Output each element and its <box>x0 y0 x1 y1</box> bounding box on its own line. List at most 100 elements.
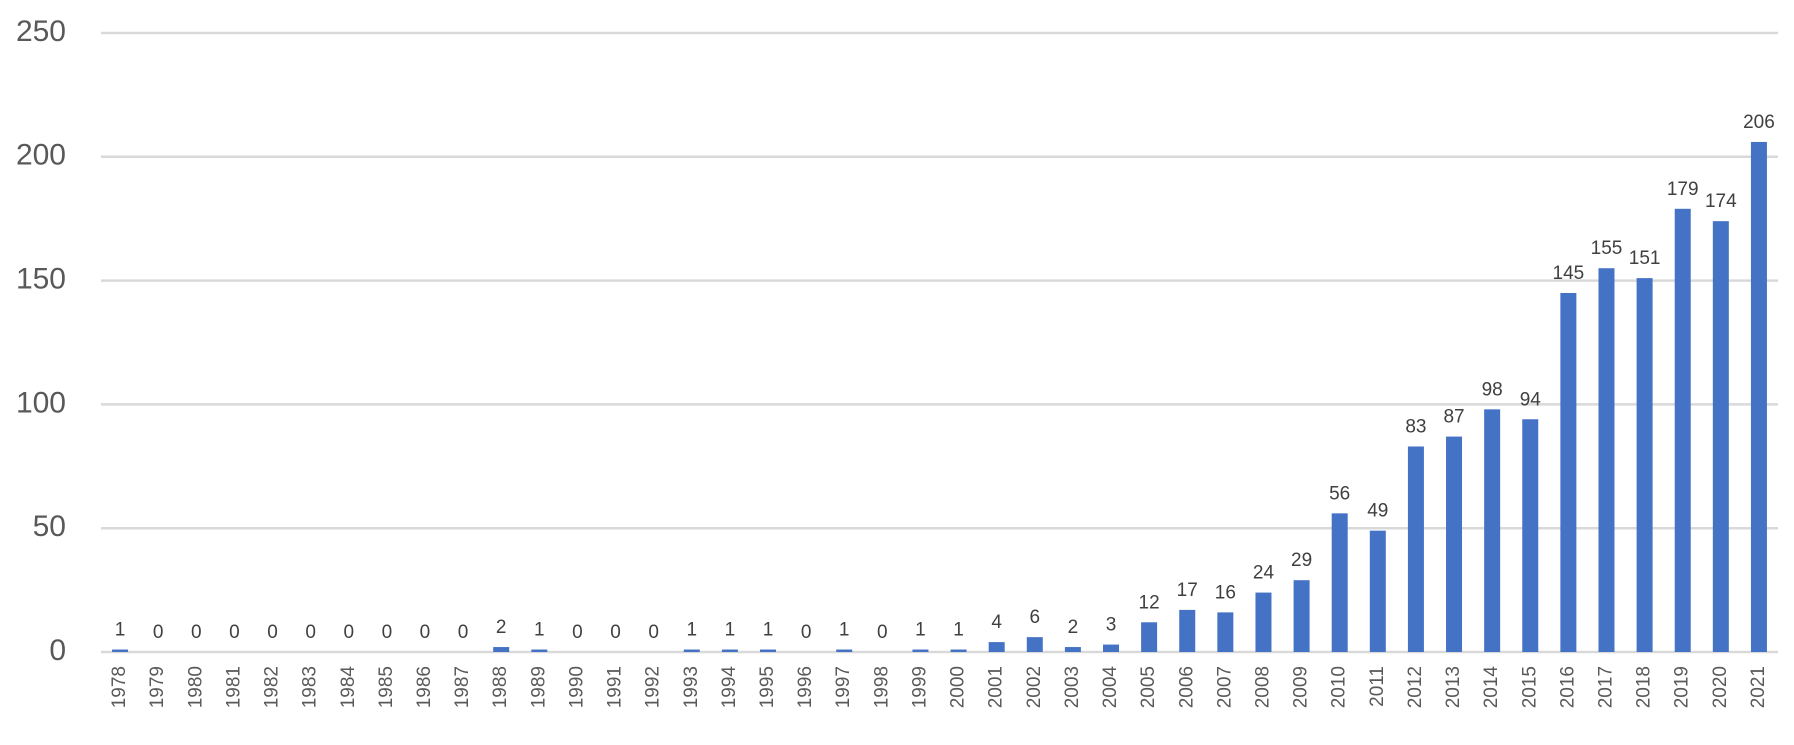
bar <box>1369 530 1386 652</box>
data-label: 1 <box>839 620 850 641</box>
data-label: 179 <box>1667 179 1699 200</box>
x-tick-label: 1981 <box>223 666 244 708</box>
data-label: 0 <box>877 622 888 643</box>
data-label: 83 <box>1405 416 1426 437</box>
x-tick-label: 2005 <box>1138 666 1159 708</box>
x-tick-label: 2020 <box>1710 666 1731 708</box>
bar <box>1636 278 1653 652</box>
bar <box>1217 612 1234 652</box>
bar <box>1484 409 1501 652</box>
data-label: 174 <box>1705 191 1737 212</box>
x-tick-label: 2017 <box>1596 666 1617 708</box>
data-label: 0 <box>610 622 621 643</box>
data-label: 56 <box>1329 483 1350 504</box>
bar <box>759 649 776 652</box>
x-tick-label: 2016 <box>1557 666 1578 708</box>
bar <box>1522 419 1539 652</box>
x-tick-label: 2012 <box>1405 666 1426 708</box>
y-tick-label: 50 <box>33 510 66 543</box>
data-label: 1 <box>115 620 126 641</box>
x-tick-label: 2003 <box>1062 666 1083 708</box>
bar <box>1064 647 1081 652</box>
x-tick-label: 2000 <box>948 666 969 708</box>
bar <box>1407 446 1424 652</box>
x-tick-label: 2019 <box>1672 666 1693 708</box>
x-tick-label: 2021 <box>1748 666 1769 708</box>
data-label: 4 <box>991 612 1002 633</box>
x-tick-label: 1986 <box>414 666 435 708</box>
data-label: 155 <box>1591 238 1623 259</box>
data-label: 1 <box>686 620 697 641</box>
bar <box>493 647 510 652</box>
bar <box>1293 580 1310 652</box>
bar <box>1674 208 1691 652</box>
x-tick-label: 1982 <box>262 666 283 708</box>
bar <box>112 649 129 652</box>
data-label: 0 <box>229 622 240 643</box>
bar <box>1026 637 1043 652</box>
data-label: 16 <box>1215 582 1236 603</box>
x-tick-label: 1983 <box>300 666 321 708</box>
bar <box>950 649 967 652</box>
x-tick-label: 1991 <box>605 666 626 708</box>
bar <box>1750 141 1767 652</box>
x-tick-label: 2001 <box>986 666 1007 708</box>
data-label: 24 <box>1253 563 1275 584</box>
y-tick-label: 250 <box>16 15 66 48</box>
x-tick-label: 1980 <box>185 666 206 708</box>
x-tick-label: 1985 <box>376 666 397 708</box>
bar <box>1560 292 1577 652</box>
x-tick-label: 2014 <box>1481 666 1502 709</box>
data-label: 1 <box>953 620 964 641</box>
x-tick-label: 2013 <box>1443 666 1464 708</box>
data-label: 0 <box>420 622 431 643</box>
bar <box>531 649 548 652</box>
data-label: 6 <box>1029 607 1040 628</box>
x-tick-label: 1998 <box>871 666 892 708</box>
data-label: 0 <box>343 622 354 643</box>
data-label: 1 <box>915 620 926 641</box>
data-label: 0 <box>382 622 393 643</box>
data-label: 98 <box>1482 379 1503 400</box>
data-label: 94 <box>1520 389 1542 410</box>
bar <box>721 649 738 652</box>
x-tick-label: 1999 <box>909 666 930 708</box>
x-tick-label: 1995 <box>757 666 778 708</box>
x-tick-label: 2006 <box>1176 666 1197 708</box>
y-tick-label: 150 <box>16 263 66 296</box>
data-label: 145 <box>1553 263 1585 284</box>
data-label: 206 <box>1743 112 1775 133</box>
data-label: 29 <box>1291 550 1312 571</box>
data-label: 2 <box>1068 617 1079 638</box>
data-label: 49 <box>1367 501 1388 522</box>
x-tick-label: 1984 <box>338 666 359 709</box>
bar <box>1712 221 1729 652</box>
data-label: 12 <box>1139 592 1160 613</box>
x-tick-label: 2015 <box>1519 666 1540 708</box>
x-tick-label: 1990 <box>566 666 587 708</box>
x-tick-label: 1997 <box>833 666 854 708</box>
data-label: 151 <box>1629 248 1661 269</box>
y-tick-label: 0 <box>49 634 66 667</box>
bar <box>988 642 1005 652</box>
bar <box>1331 513 1348 652</box>
x-tick-label: 1993 <box>681 666 702 708</box>
data-label: 0 <box>572 622 583 643</box>
y-tick-label: 100 <box>16 386 66 419</box>
data-label: 1 <box>534 620 545 641</box>
x-tick-label: 2004 <box>1100 666 1121 709</box>
data-label: 0 <box>191 622 202 643</box>
x-tick-label: 2008 <box>1252 666 1273 708</box>
x-tick-label: 1996 <box>795 666 816 708</box>
bar <box>912 649 929 652</box>
x-tick-label: 1994 <box>719 666 740 709</box>
bar <box>1179 609 1196 652</box>
x-tick-label: 2002 <box>1024 666 1045 708</box>
bar <box>1141 622 1158 652</box>
data-label: 0 <box>267 622 278 643</box>
data-label: 0 <box>648 622 659 643</box>
x-tick-label: 1978 <box>109 666 130 708</box>
x-tick-label: 2010 <box>1329 666 1350 708</box>
data-label: 2 <box>496 617 507 638</box>
